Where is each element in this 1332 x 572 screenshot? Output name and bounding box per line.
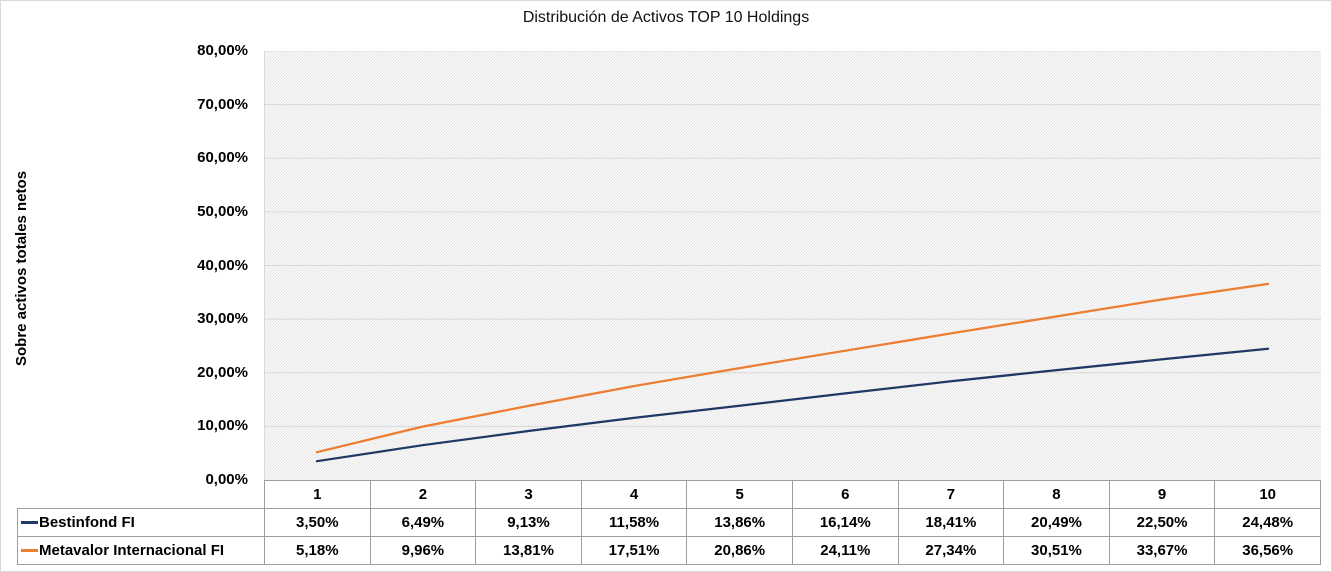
legend-key-icon — [21, 549, 38, 552]
y-tick-label: 60,00% — [197, 149, 248, 167]
table-cell: 36,56% — [1214, 536, 1321, 565]
table-column-header: 1 — [264, 480, 371, 509]
y-tick-label: 80,00% — [197, 42, 248, 59]
table-cell: 9,13% — [475, 508, 582, 537]
series-line-metavalor-internacional-fi — [315, 282, 1270, 454]
table-column-header: 2 — [369, 480, 477, 509]
legend-cell: Bestinfond FI — [17, 508, 265, 537]
chart-title: Distribución de Activos TOP 10 Holdings — [522, 9, 810, 26]
table-cell: 6,49% — [369, 508, 477, 537]
table-cell: 5,18% — [264, 536, 371, 565]
legend-cell: Metavalor Internacional FI — [17, 536, 265, 565]
y-axis-title: Sobre activos totales netos — [13, 170, 30, 367]
legend-label: Bestinfond FI — [39, 514, 135, 531]
y-tick-label: 40,00% — [197, 256, 248, 274]
y-tick-label: 70,00% — [197, 95, 248, 113]
table-cell: 30,51% — [1003, 536, 1110, 565]
legend-key-icon — [21, 521, 38, 524]
data-table: 1 2 3 4 5 6 7 8 9 10 Bestinfond FI 3,50% 6,49% 9,13% 1… — [17, 480, 1321, 565]
table-header-row: 1 2 3 4 5 6 7 8 9 10 — [18, 480, 1321, 509]
table-cell: 9,96% — [369, 536, 477, 565]
y-tick-label: 0,00% — [205, 471, 248, 488]
table-cell: 11,58% — [580, 508, 688, 537]
table-cell: 27,34% — [897, 536, 1005, 565]
line-chart — [264, 51, 1321, 480]
table-row: Bestinfond FI 3,50% 6,49% 9,13% 11,58% 13,86%… — [17, 508, 1321, 537]
table-cell: 22,50% — [1108, 508, 1216, 537]
plot-area — [264, 51, 1321, 480]
table-column-header: 3 — [475, 480, 582, 509]
table-cell: 17,51% — [580, 536, 688, 565]
table-column-header: 5 — [686, 480, 793, 509]
table-column-header: 6 — [791, 480, 899, 509]
series-line-bestinfond-fi — [315, 347, 1270, 463]
table-column-header: 4 — [580, 480, 688, 509]
table-cell: 3,50% — [264, 508, 371, 537]
table-cell: 18,41% — [897, 508, 1005, 537]
table-column-header: 10 — [1214, 480, 1321, 509]
legend-label: Metavalor Internacional FI — [39, 542, 225, 559]
y-tick-label: 20,00% — [197, 363, 248, 381]
table-cell: 13,86% — [686, 508, 793, 537]
table-cell: 24,48% — [1214, 508, 1321, 537]
table-column-header: 9 — [1108, 480, 1216, 509]
y-tick-label: 10,00% — [197, 417, 248, 435]
table-cell: 33,67% — [1108, 536, 1216, 565]
table-cell: 13,81% — [475, 536, 582, 565]
table-column-header: 7 — [897, 480, 1005, 509]
y-tick-label: 30,00% — [197, 310, 248, 328]
y-tick-label: 50,00% — [197, 202, 248, 220]
table-column-header: 8 — [1003, 480, 1110, 509]
table-row: Metavalor Internacional FI 5,18% 9,96% 13,8… — [17, 536, 1321, 565]
table-cell: 24,11% — [791, 536, 899, 565]
legend-spacer — [18, 481, 265, 509]
table-cell: 20,86% — [686, 536, 793, 565]
table-cell: 20,49% — [1003, 508, 1110, 537]
table-cell: 16,14% — [791, 508, 899, 537]
